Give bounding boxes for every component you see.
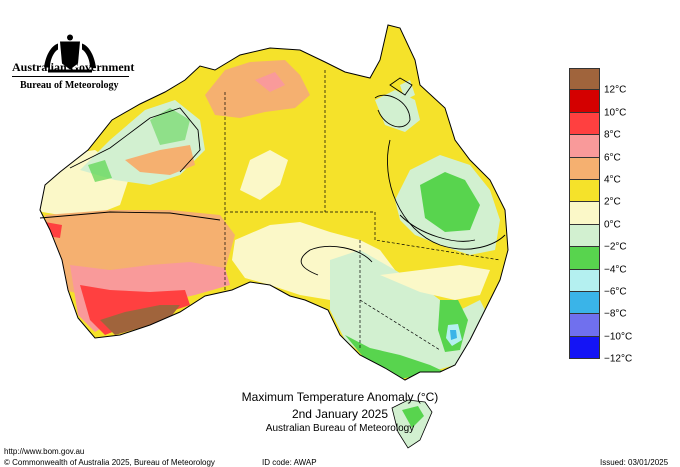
issued-date: Issued: 03/01/2025: [600, 458, 669, 467]
color-legend: [569, 68, 600, 360]
map-date: 2nd January 2025: [291, 407, 389, 421]
legend-label: 2°C: [604, 196, 621, 208]
legend-swatch: [569, 68, 600, 91]
legend-label: −12°C: [604, 353, 633, 365]
legend-label: −2°C: [604, 241, 627, 253]
legend-label: −8°C: [604, 308, 627, 320]
legend-label: 8°C: [604, 129, 621, 141]
legend-swatch: [569, 179, 600, 203]
legend-swatch: [569, 112, 600, 136]
legend-label: −6°C: [604, 286, 627, 298]
bom-url-link[interactable]: http://www.bom.gov.au: [4, 447, 85, 456]
legend-swatch: [569, 202, 600, 225]
id-code: ID code: AWAP: [262, 458, 317, 467]
legend-label: 4°C: [604, 174, 621, 186]
legend-label: 12°C: [604, 84, 627, 96]
legend-swatch: [569, 291, 600, 315]
bureau-name: Bureau of Meteorology: [20, 80, 119, 91]
coat-of-arms-icon: [44, 34, 96, 73]
legend-swatch: [569, 314, 600, 337]
legend-label: 0°C: [604, 219, 621, 231]
legend-swatch: [569, 224, 600, 248]
legend-label: 10°C: [604, 107, 627, 119]
header-divider: [12, 76, 129, 77]
agency-name: Australian Government: [12, 60, 135, 74]
legend-swatch: [569, 135, 600, 158]
map-source: Australian Bureau of Meteorology: [265, 423, 415, 434]
legend-label: 6°C: [604, 152, 621, 164]
copyright-text: © Commonwealth of Australia 2025, Bureau…: [4, 458, 215, 467]
legend-label: −10°C: [604, 331, 633, 343]
legend-swatch: [569, 157, 600, 180]
legend-swatch: [569, 90, 600, 113]
legend-label: −4°C: [604, 264, 627, 276]
legend-swatch: [569, 336, 600, 360]
legend-swatch: [569, 269, 600, 292]
map-title: Maximum Temperature Anomaly (°C): [241, 390, 439, 404]
legend-swatch: [569, 247, 600, 270]
